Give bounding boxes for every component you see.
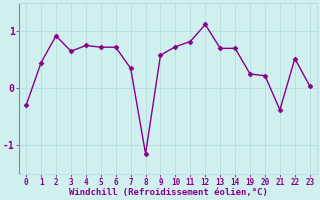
X-axis label: Windchill (Refroidissement éolien,°C): Windchill (Refroidissement éolien,°C) <box>68 188 268 197</box>
